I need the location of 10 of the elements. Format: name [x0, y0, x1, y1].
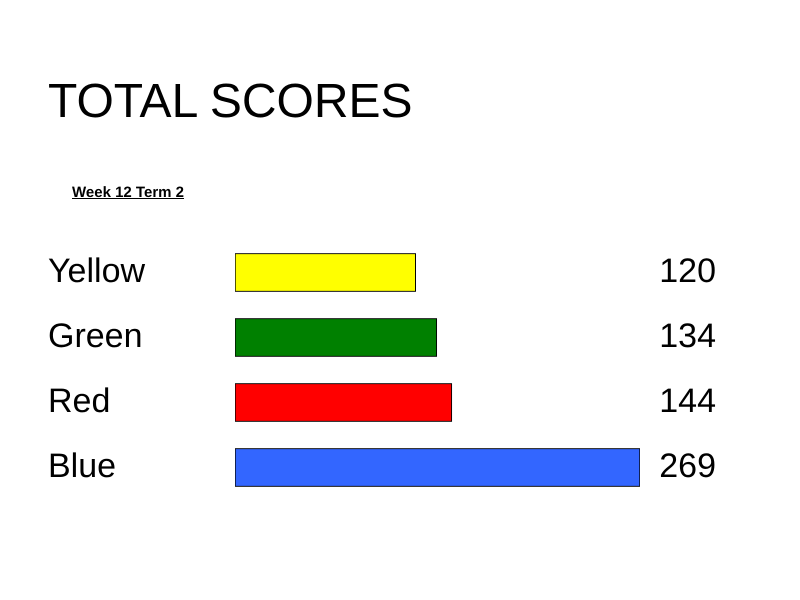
chart-title: TOTAL SCORES: [48, 75, 413, 128]
data-label: 144: [659, 382, 716, 420]
data-label: 269: [659, 446, 716, 485]
y-tick-label: Yellow: [48, 252, 146, 290]
y-tick-label: Blue: [48, 446, 116, 485]
data-label: 120: [659, 252, 716, 290]
y-tick-label: Green: [48, 316, 142, 355]
y-tick-label: Red: [48, 382, 110, 420]
chart-subtitle: Week 12 Term 2: [72, 184, 184, 202]
data-label: 134: [659, 316, 716, 355]
